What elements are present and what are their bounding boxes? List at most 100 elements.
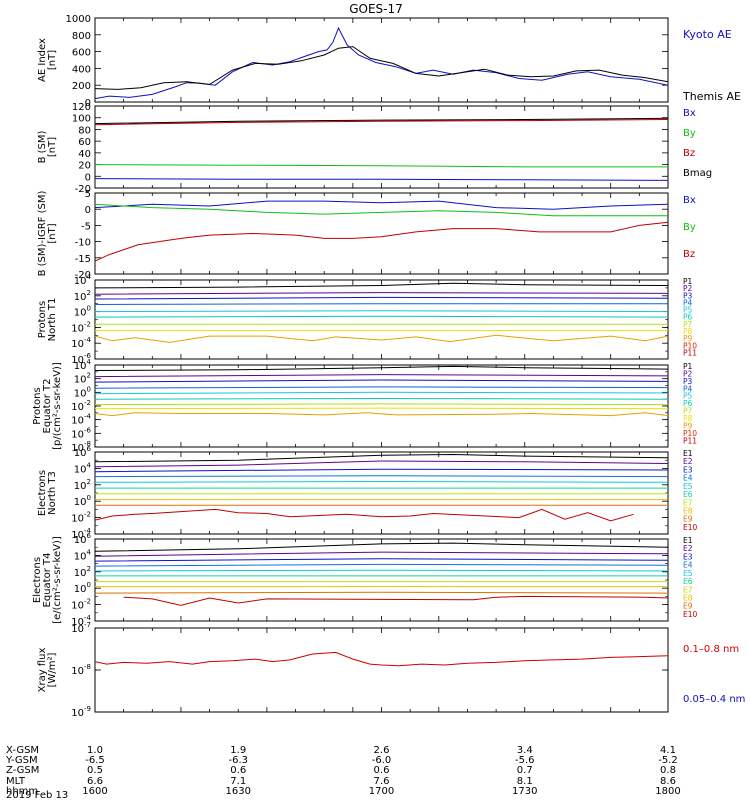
series-line-e4 <box>95 563 668 567</box>
y-tick-label: -5 <box>81 221 91 232</box>
series-line-e10 <box>123 595 668 606</box>
y-tick-label: 10-6 <box>71 426 91 440</box>
y-tick-label: 104 <box>74 273 92 287</box>
y-axis-label: B (SM) <box>37 130 48 163</box>
ephemeris-row-label: Z-GSM <box>6 765 39 776</box>
legend-entry: P6 <box>683 399 693 408</box>
y-tick-label: 104 <box>74 548 92 562</box>
y-tick-label: 10-2 <box>71 598 91 612</box>
legend-entry: E10 <box>683 523 698 532</box>
series-line-p2 <box>95 292 668 295</box>
figure-title: GOES-17 <box>349 2 403 16</box>
series-line-e4 <box>95 475 668 478</box>
legend-entry: E4 <box>683 561 693 570</box>
series-line-bx <box>95 178 668 181</box>
legend-entry: E3 <box>683 465 693 474</box>
y-tick-label: 100 <box>74 494 91 508</box>
ephemeris-value: 1.0 <box>87 745 103 756</box>
legend-entry: P10 <box>683 429 697 438</box>
y-axis-label: Equator T2 <box>42 379 53 434</box>
y-tick-label: 80 <box>78 125 91 136</box>
ephemeris-value: 1.9 <box>230 745 246 756</box>
series-line-by <box>95 203 668 217</box>
y-tick-exponent: -7 <box>84 621 91 629</box>
y-tick-exponent: -4 <box>84 614 92 622</box>
y-tick-label: 102 <box>74 372 91 386</box>
ephemeris-value: 0.5 <box>87 765 103 776</box>
panel-frame <box>94 279 669 360</box>
ephemeris-value: 7.1 <box>230 776 246 787</box>
legend-entry: 0.1–0.8 nm <box>683 644 739 655</box>
legend-entry: P8 <box>683 414 693 423</box>
ephemeris-value: 0.7 <box>517 765 533 776</box>
legend-entry: E9 <box>683 515 693 524</box>
y-tick-label: 100 <box>72 114 91 125</box>
ephemeris-row-label: hhmm <box>6 786 38 797</box>
series-line-e1 <box>95 453 668 463</box>
legend-entry: E2 <box>683 457 693 466</box>
y-tick-label: -15 <box>75 254 91 265</box>
y-tick-exponent: -2 <box>84 320 91 328</box>
y-tick-label: 0 <box>85 98 91 109</box>
y-tick-label: 400 <box>72 64 91 75</box>
legend-entry: E10 <box>683 610 698 619</box>
legend-entry: E6 <box>683 490 693 499</box>
legend-entry: P1 <box>683 277 693 286</box>
y-tick-exponent: 4 <box>87 461 92 469</box>
legend-entry: P11 <box>683 436 697 445</box>
panel-8: 10-9 10-8 10-7 Xray flux [W/m²] 0.1–0.8 nm 0.0… <box>37 621 745 719</box>
series-line-0-1-0-8-nm <box>95 651 668 667</box>
series-line-e10 <box>95 508 634 522</box>
y-axis-label: [nT] <box>47 223 58 243</box>
series-line-themis-ae <box>95 46 668 90</box>
legend-entry: 0.05–0.4 nm <box>683 694 745 705</box>
ephemeris-value: 8.1 <box>517 776 533 787</box>
ephemeris-row-label: MLT <box>6 776 26 787</box>
legend-entry: E8 <box>683 507 693 516</box>
y-axis-label: AE Index <box>37 38 48 82</box>
legend-entry: P3 <box>683 377 693 386</box>
legend-entry: P11 <box>683 348 697 357</box>
y-tick-label: 102 <box>74 565 91 579</box>
series-line-p6 <box>95 315 668 318</box>
y-tick-exponent: 2 <box>87 372 91 380</box>
ephemeris-value: 1730 <box>512 786 537 797</box>
ephemeris-value: 4.1 <box>660 745 676 756</box>
y-axis-label: Electrons <box>32 557 43 603</box>
y-tick-label: 10-9 <box>71 705 91 719</box>
y-tick-label: 0 <box>85 172 91 183</box>
y-tick-exponent: -2 <box>84 598 91 606</box>
y-tick-label: 10-8 <box>71 663 91 677</box>
y-axis-label: Protons <box>32 387 43 424</box>
y-tick-label: 106 <box>74 532 92 546</box>
y-tick-exponent: -6 <box>84 352 92 360</box>
legend-entry: E5 <box>683 482 693 491</box>
y-tick-label: 10-4 <box>71 336 91 350</box>
ephemeris-value: 2.6 <box>374 745 390 756</box>
legend-entry: P7 <box>683 320 693 329</box>
panel-1: 0 200 400 600 800 1000 AE Index [nT] Kyoto AE The… <box>37 14 741 109</box>
y-tick-exponent: 0 <box>87 385 91 393</box>
legend-entry: E2 <box>683 544 693 553</box>
legend-entry: P5 <box>683 392 693 401</box>
series-line-e3 <box>95 558 668 562</box>
legend-entry: E4 <box>683 474 693 483</box>
y-tick-label: 10-2 <box>71 399 91 413</box>
y-tick-exponent: 2 <box>87 478 91 486</box>
y-tick-label: 800 <box>72 31 91 42</box>
panel-frame <box>94 17 669 103</box>
y-axis-label: North T3 <box>47 471 58 515</box>
legend-entry: By <box>683 222 696 233</box>
y-tick-label: 106 <box>74 445 92 459</box>
y-tick-label: 100 <box>74 581 91 595</box>
ephemeris-value: 6.6 <box>87 776 103 787</box>
y-tick-exponent: 2 <box>87 565 91 573</box>
legend-entry: Bx <box>683 108 696 119</box>
legend-entry: Bz <box>683 148 695 159</box>
legend-entry: P4 <box>683 298 693 307</box>
y-axis-label: [nT] <box>47 50 58 70</box>
